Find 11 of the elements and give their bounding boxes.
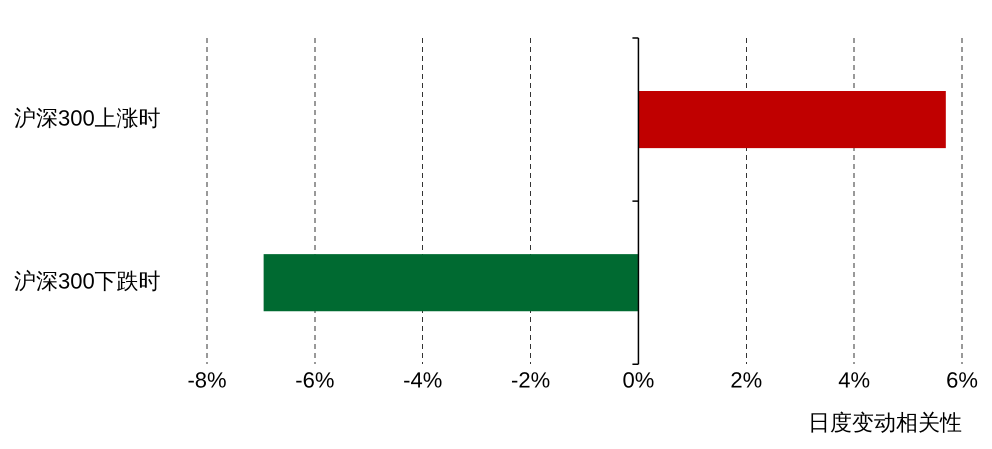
x-tick-label: 0%: [622, 367, 654, 392]
x-tick-label: 6%: [946, 367, 978, 392]
x-tick-label: 2%: [730, 367, 762, 392]
x-tick-label: -4%: [403, 367, 442, 392]
y-tick-label: 沪深300下跌时: [14, 268, 161, 294]
x-tick-label: -6%: [295, 367, 334, 392]
x-axis-title: 日度变动相关性: [808, 410, 962, 435]
x-tick-label: -8%: [187, 367, 227, 392]
y-tick-label: 沪深300上涨时: [14, 106, 161, 131]
x-tick-label: 4%: [838, 367, 870, 392]
x-tick-label: -2%: [511, 367, 550, 392]
